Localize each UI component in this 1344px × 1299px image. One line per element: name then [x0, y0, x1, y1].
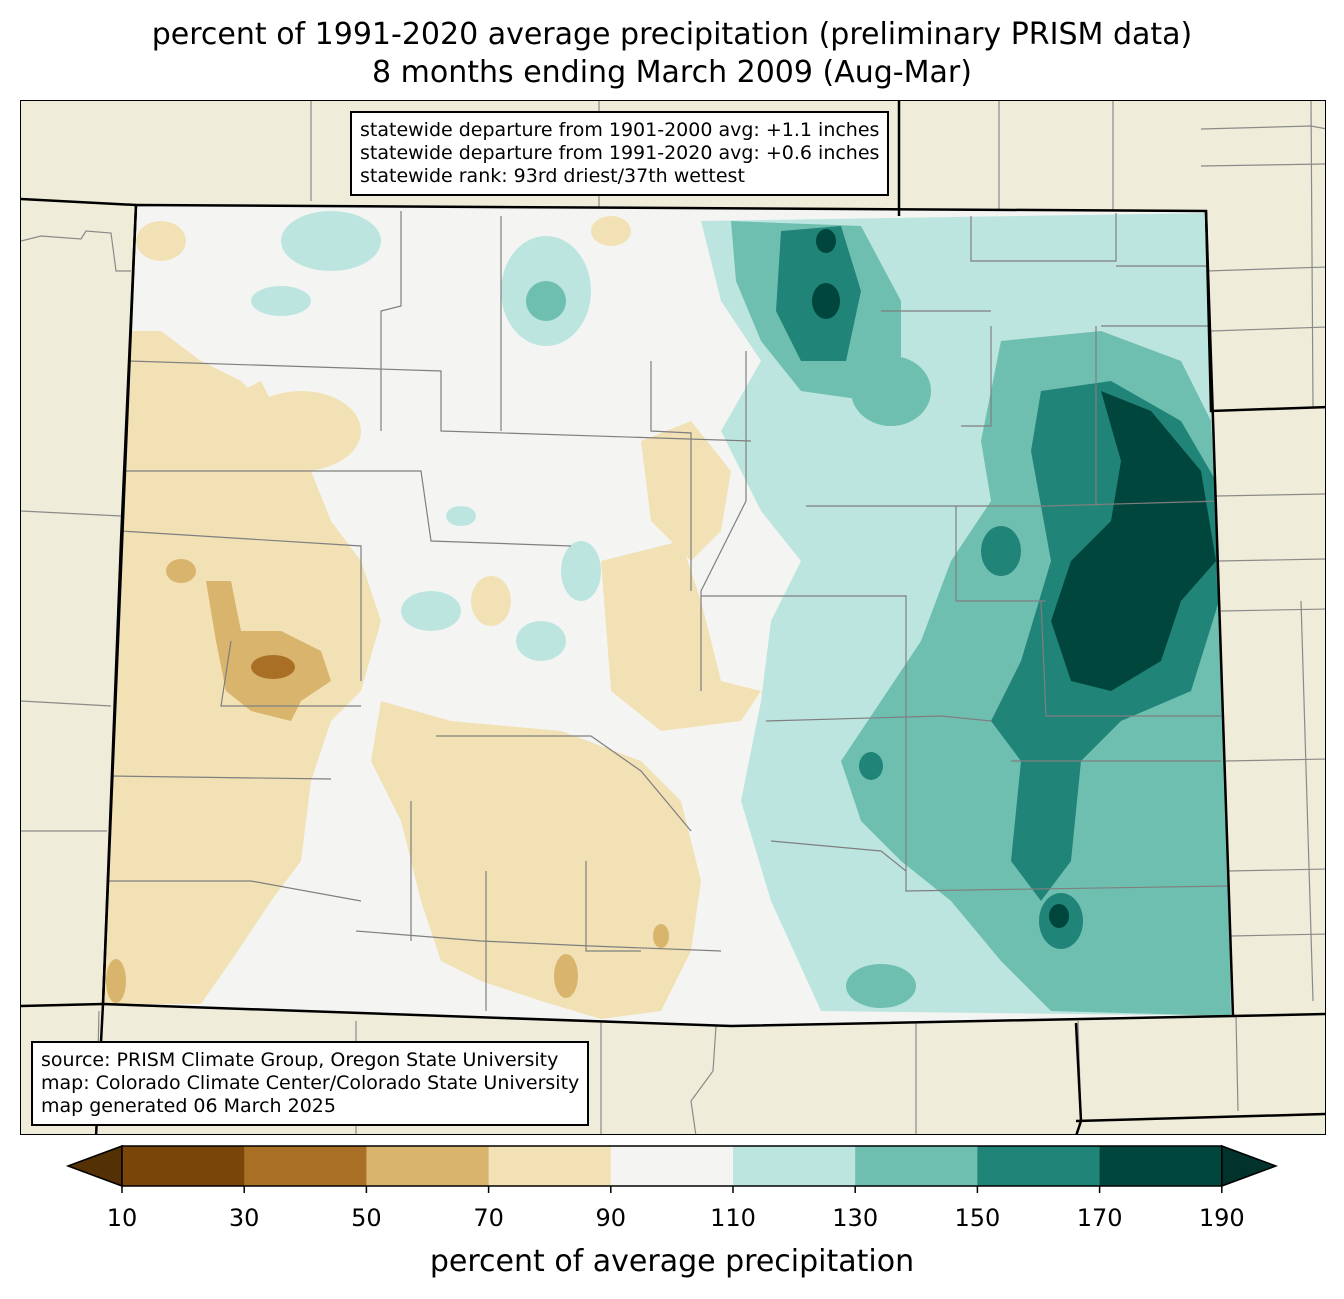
colorbar-tick-label: 90 [595, 1204, 627, 1232]
county-lines [106, 211, 1230, 1011]
precipitation-field [103, 205, 1233, 1026]
colorbar-bin [366, 1146, 490, 1186]
colorbar-bin [122, 1146, 245, 1186]
colorbar-tick-label: 190 [1198, 1204, 1245, 1232]
stats-line-1: statewide departure from 1901-2000 avg: … [360, 119, 880, 141]
colorbar-bin [733, 1146, 856, 1186]
colorbar-bin [855, 1146, 978, 1186]
colorbar-tick-label: 170 [1076, 1204, 1123, 1232]
colorbar-label: percent of average precipitation [429, 1244, 915, 1279]
colorbar-bin [244, 1146, 367, 1186]
colorbar-tick-label: 10 [106, 1204, 138, 1232]
colorbar-tick-label: 130 [832, 1204, 879, 1232]
statewide-stats-box: statewide departure from 1901-2000 avg: … [350, 111, 890, 196]
colorbar-extend-high [1221, 1144, 1278, 1188]
colorbar-bin [1099, 1146, 1223, 1186]
colorbar-extend-low [65, 1144, 123, 1188]
stats-line-2: statewide departure from 1991-2020 avg: … [360, 142, 880, 164]
map-canvas [21, 101, 1325, 1134]
source-line-2: map: Colorado Climate Center/Colorado St… [41, 1072, 580, 1094]
source-line-1: source: PRISM Climate Group, Oregon Stat… [41, 1049, 559, 1071]
colorbar-bin [610, 1146, 734, 1186]
colorbar-frame [121, 1145, 1223, 1187]
source-line-3: map generated 06 March 2025 [41, 1095, 336, 1117]
map-title-line2: 8 months ending March 2009 (Aug-Mar) [372, 55, 972, 90]
colorbar-tick-label: 30 [228, 1204, 260, 1232]
colorbar-tick-label: 110 [710, 1204, 756, 1232]
colorbar [65, 1144, 1278, 1193]
map-title-line1: percent of 1991-2020 average precipitati… [151, 17, 1193, 52]
source-box: source: PRISM Climate Group, Oregon Stat… [31, 1041, 590, 1126]
colorbar-bin [977, 1146, 1101, 1186]
stats-line-3: statewide rank: 93rd driest/37th wettest [360, 165, 745, 187]
precipitation-map [20, 100, 1326, 1135]
colorbar-tick-label: 50 [351, 1204, 382, 1232]
colorbar-bin [488, 1146, 612, 1186]
colorbar-tick-label: 70 [473, 1204, 504, 1232]
colorbar-tick-label: 150 [954, 1204, 1001, 1232]
